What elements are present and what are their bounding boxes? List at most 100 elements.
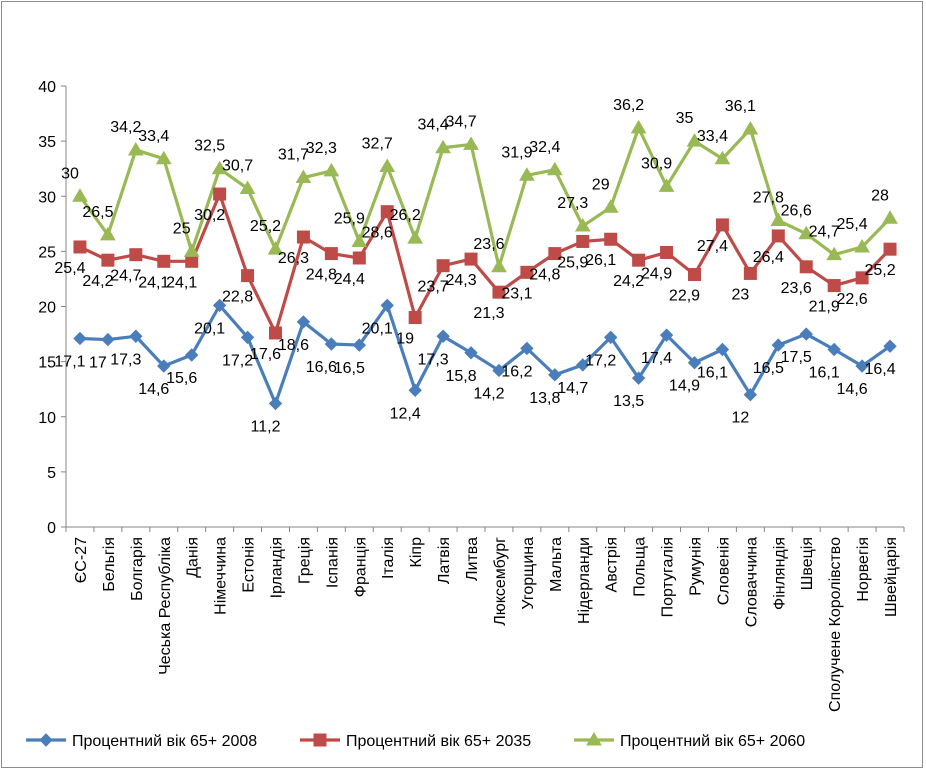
data-label-3: 26,6 xyxy=(781,203,812,220)
data-labels: 17,1 17 17,314,615,620,117,211,218,616,616… xyxy=(54,97,895,436)
data-label-3: 32,3 xyxy=(306,140,337,157)
data-label-2: 24,2 xyxy=(613,273,644,290)
data-point-3 xyxy=(183,243,200,257)
data-point-2 xyxy=(73,240,87,254)
data-point-1 xyxy=(296,315,311,329)
data-point-3 xyxy=(658,178,675,192)
data-label-1: 16,5 xyxy=(334,360,365,377)
data-label-1: 17,4 xyxy=(641,350,672,367)
x-category-label: Болгарія xyxy=(129,537,146,601)
data-point-2 xyxy=(241,269,255,283)
data-point-1 xyxy=(548,368,562,382)
data-point-1 xyxy=(827,342,841,357)
data-point-3 xyxy=(491,258,507,273)
data-point-2 xyxy=(520,265,534,279)
data-point-2 xyxy=(604,232,618,246)
data-label-1: 20,1 xyxy=(194,320,225,337)
data-point-2 xyxy=(408,311,422,325)
data-label-2: 24,1 xyxy=(166,274,197,291)
data-point-2 xyxy=(827,279,841,293)
series-line-3 xyxy=(78,126,892,269)
data-label-1: 12,4 xyxy=(390,405,421,422)
data-label-2: 28,6 xyxy=(362,225,393,242)
data-point-3 xyxy=(100,226,116,241)
data-point-2 xyxy=(380,205,394,219)
x-category-label: Мальта xyxy=(548,537,565,592)
x-category-label: Австрія xyxy=(604,537,621,592)
series-markers xyxy=(72,119,898,411)
data-label-2: 25,2 xyxy=(864,262,895,279)
data-label-2: 24,1 xyxy=(138,274,169,291)
data-label-3: 28 xyxy=(871,187,889,204)
data-label-1: 12 xyxy=(731,410,749,427)
x-category-label: Словаччина xyxy=(743,537,760,627)
y-tick-label: 30 xyxy=(38,189,56,206)
data-label-3: 27,3 xyxy=(557,195,588,212)
data-label-3: 34,2 xyxy=(110,119,141,136)
data-point-2 xyxy=(324,247,338,261)
legend-marker-1 xyxy=(39,733,53,747)
data-label-1: 15,6 xyxy=(166,370,197,387)
data-point-3 xyxy=(211,160,228,175)
y-tick-label: 5 xyxy=(47,465,56,482)
data-label-2: 23,6 xyxy=(781,280,812,297)
data-label-1: 14,7 xyxy=(557,380,588,397)
data-label-2: 22,6 xyxy=(837,291,868,308)
data-point-1 xyxy=(380,298,394,313)
data-label-3: 36,1 xyxy=(725,98,756,115)
y-tick-label: 40 xyxy=(38,79,56,96)
series-line-1 xyxy=(79,303,891,406)
x-category-label: Франція xyxy=(352,537,369,597)
data-label-2: 30,2 xyxy=(194,207,225,224)
y-tick-label: 35 xyxy=(38,134,56,151)
data-label-3: 30,7 xyxy=(222,158,253,175)
data-point-2 xyxy=(296,230,310,244)
data-label-3: 25,9 xyxy=(334,210,365,227)
data-point-1 xyxy=(855,359,869,373)
data-point-1 xyxy=(603,330,618,345)
data-point-3 xyxy=(882,210,898,224)
data-label-2: 24,4 xyxy=(334,271,365,288)
legend-label-2: Процентний вік 65+ 2035 xyxy=(346,733,531,750)
x-category-label: Німеччина xyxy=(213,537,230,615)
data-point-3 xyxy=(435,139,451,154)
data-point-2 xyxy=(715,218,729,232)
data-label-2: 21,9 xyxy=(809,299,840,316)
data-label-3: 26,5 xyxy=(82,204,113,221)
data-label-1: 18,6 xyxy=(278,337,309,354)
data-label-3: 33,4 xyxy=(697,128,728,145)
data-label-1: 11,2 xyxy=(251,419,281,436)
x-category-label: Італія xyxy=(380,537,397,579)
data-point-2 xyxy=(464,252,478,266)
x-category-label: Іспанія xyxy=(324,537,341,588)
data-point-3 xyxy=(463,136,479,150)
data-label-3: 31,7 xyxy=(278,147,309,164)
x-category-label: Угорщина xyxy=(520,537,537,610)
data-point-2 xyxy=(269,326,282,340)
x-category-label: Нідерланди xyxy=(576,537,593,624)
data-label-2: 26,3 xyxy=(278,250,309,267)
y-tick-label: 0 xyxy=(47,520,56,537)
data-point-1 xyxy=(464,346,478,360)
data-label-1: 13,5 xyxy=(613,393,644,410)
data-label-2: 26,4 xyxy=(753,249,784,266)
data-point-2 xyxy=(129,248,143,262)
data-point-3 xyxy=(351,233,368,247)
data-label-1: 17,2 xyxy=(222,352,253,369)
data-point-1 xyxy=(436,329,450,343)
x-category-label: Чеська Республіка xyxy=(157,537,174,675)
data-point-3 xyxy=(714,150,731,165)
data-label-3: 25,4 xyxy=(837,216,868,233)
x-category-label: ЄС-27 xyxy=(73,537,90,583)
data-point-3 xyxy=(742,121,759,135)
data-point-3 xyxy=(574,218,591,232)
data-label-1: 17,3 xyxy=(110,351,141,368)
data-label-3: 26,2 xyxy=(390,207,421,224)
data-point-1 xyxy=(799,327,813,341)
data-point-1 xyxy=(101,332,115,347)
x-category-label: Данія xyxy=(185,537,202,578)
data-point-2 xyxy=(855,271,869,285)
data-label-1: 20,1 xyxy=(362,320,393,337)
